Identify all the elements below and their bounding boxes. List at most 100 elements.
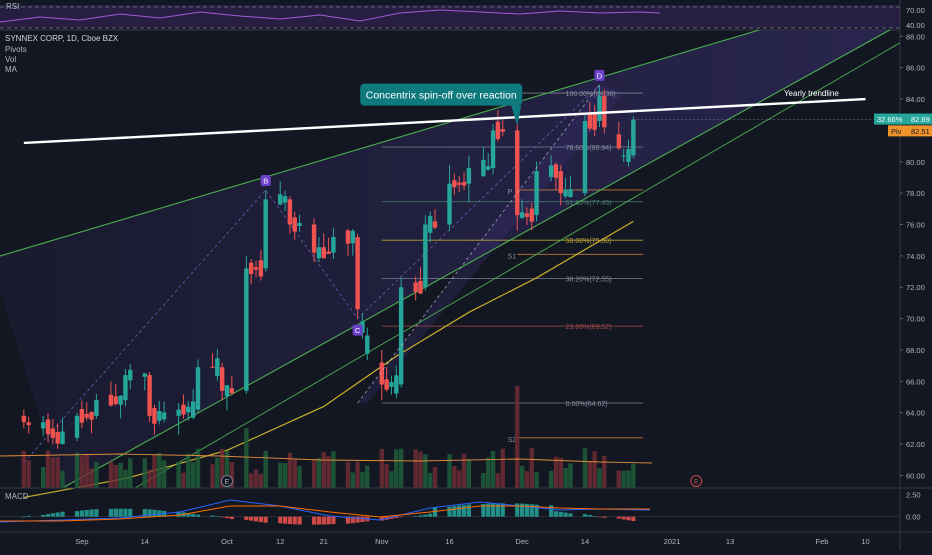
fib-level-label: 100.00%(84.38) <box>566 91 616 98</box>
candle-body <box>379 362 384 385</box>
candle-body <box>297 223 302 226</box>
macd-histogram-bar <box>94 509 99 517</box>
candle-body <box>495 121 501 140</box>
macd-histogram-bar <box>287 516 292 525</box>
candle-body <box>519 212 525 218</box>
price-axis[interactable]: 60.00 62.00 64.00 66.00 68.00 70.00 72.00 74.00… <box>899 0 932 550</box>
macd-histogram-bar <box>423 514 428 517</box>
macd-histogram-bar <box>229 516 234 520</box>
candle-body <box>118 395 123 405</box>
event-marker <box>221 475 233 487</box>
candle-body <box>365 335 370 354</box>
volume-bar <box>118 462 123 488</box>
time-tick-label: Feb <box>816 537 829 546</box>
candle-body <box>229 388 235 394</box>
candle-body <box>592 112 597 130</box>
indicator-ma[interactable]: MA <box>5 65 18 74</box>
pivot-label: S2 <box>508 437 517 444</box>
volume-bar <box>297 465 302 488</box>
macd-histogram-bar <box>89 509 94 517</box>
candle-body <box>515 130 520 216</box>
macd-histogram-bar <box>432 507 438 517</box>
wedge-lower-line[interactable] <box>62 29 890 489</box>
macd-histogram-bar <box>524 503 530 517</box>
candle-body <box>278 194 283 205</box>
candle-body <box>60 431 65 445</box>
time-tick-label: Nov <box>375 537 389 546</box>
price-tick-label: 86.00 <box>906 64 925 73</box>
volume-bar <box>142 458 147 488</box>
macd-histogram-bar <box>466 504 471 517</box>
candle-body <box>529 208 534 222</box>
indicator-pivots[interactable]: Pivots <box>5 45 27 54</box>
current-price-change: 32.66% <box>877 115 903 124</box>
macd-line <box>0 499 651 523</box>
volume-bar <box>292 459 297 488</box>
volume-bar <box>60 470 65 488</box>
macd-histogram-bar <box>529 504 534 517</box>
candle-body <box>597 95 602 121</box>
candle-body <box>253 267 259 270</box>
fib-level-label: 78.60%(80.94) <box>566 145 612 152</box>
rsi-tick-label: 70.00 <box>906 6 925 15</box>
candle-body <box>461 181 467 186</box>
volume-bar <box>631 463 636 488</box>
candle-body <box>548 165 554 177</box>
volume-bar <box>495 473 501 488</box>
candle-body <box>186 406 191 413</box>
volume-bar <box>427 472 433 488</box>
macd-histogram-bar <box>123 508 128 517</box>
volume-bar <box>123 469 128 488</box>
candle-body <box>108 394 114 406</box>
volume-bar <box>365 465 370 488</box>
candle-body <box>500 129 505 132</box>
volume-bar <box>568 463 573 488</box>
candle-body <box>26 422 31 426</box>
candle-body <box>452 180 457 188</box>
volume-bar <box>79 456 85 488</box>
pattern-point-box <box>594 69 605 81</box>
symbol-title[interactable]: SYNNEX CORP, 1D, Cboe BZX <box>5 34 119 43</box>
macd-histogram-bar <box>278 516 283 524</box>
indicator-vol[interactable]: Vol <box>5 55 16 64</box>
yearly-trendline[interactable] <box>23 97 866 145</box>
price-tick-label: 76.00 <box>906 220 925 229</box>
volume-bar <box>490 451 496 488</box>
volume-bar <box>224 450 230 488</box>
macd-histogram-bar <box>55 512 60 517</box>
wedge-inner-line[interactable] <box>134 34 915 489</box>
candle-body <box>321 247 326 259</box>
main-price-pane[interactable]: 100.00%(84.38) 78.60%(80.94) 61.80%(77.45)… <box>0 29 915 499</box>
macd-histogram-bar <box>447 506 452 517</box>
macd-histogram-bar <box>495 503 500 517</box>
volume-bar <box>423 454 428 488</box>
wedge-upper-line[interactable] <box>0 29 760 259</box>
macd-histogram-bar <box>142 509 147 517</box>
candle-body <box>355 237 360 310</box>
volume-bar <box>592 451 597 488</box>
candle-body <box>582 120 588 194</box>
price-tick-label: 80.00 <box>906 158 925 167</box>
macd-histogram-bar <box>60 511 65 517</box>
fib-level-label: 0.00%(64.62) <box>566 401 608 408</box>
macd-histogram-bar <box>26 515 31 517</box>
volume-bar <box>519 465 525 488</box>
candle-body <box>50 428 56 438</box>
candle-body <box>94 400 99 416</box>
macd-signal-line <box>0 505 650 522</box>
candle-body <box>350 230 355 244</box>
price-badges: 32.66% 82.69 Piv 82.51 <box>874 113 932 137</box>
volume-bar <box>379 448 384 488</box>
candle-body <box>631 119 636 156</box>
volume-bar <box>128 458 133 488</box>
event-marker-label: E <box>225 479 230 486</box>
time-axis[interactable]: Sep 14 Oct 12 21 Nov 16 Dec 14 2021 13 Feb 10 <box>75 537 870 546</box>
candle-body <box>394 375 399 394</box>
macd-pane[interactable]: MACD 2.50 0.00 <box>0 490 921 525</box>
candle-body <box>389 382 394 387</box>
price-tick-label: 60.00 <box>906 471 925 480</box>
macd-histogram-bar <box>350 516 355 524</box>
callout-box <box>360 83 523 106</box>
candle-body <box>413 282 418 292</box>
